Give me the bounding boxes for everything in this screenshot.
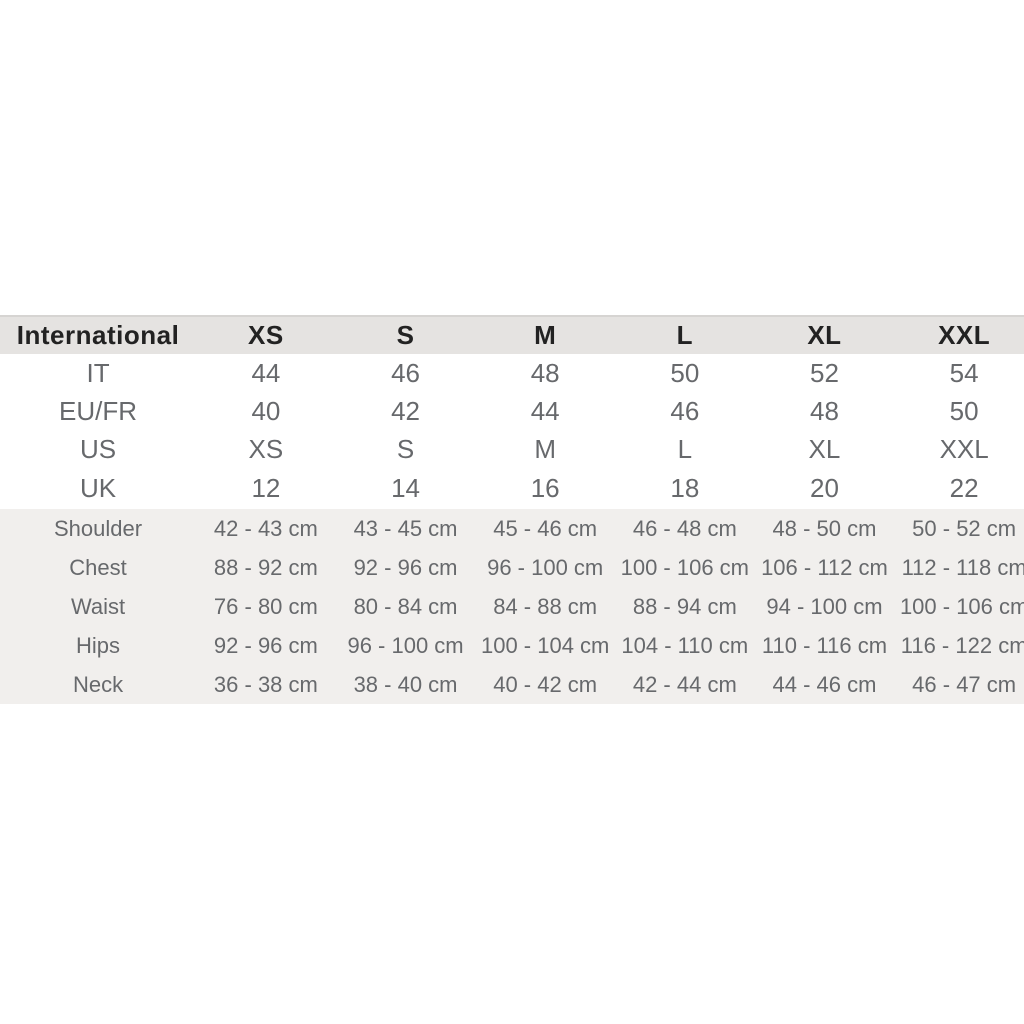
- cell: 43 - 45 cm: [353, 515, 458, 541]
- cell: 54: [949, 357, 979, 388]
- column-header-l: L: [676, 320, 694, 350]
- cell: 20: [810, 473, 839, 503]
- table-body: IT 44 46 48 50 52 54 EU/FR 40 42 44 46 4…: [0, 354, 1024, 704]
- cell: 14: [391, 473, 420, 503]
- cell: XS: [248, 433, 284, 464]
- cell: 45 - 46 cm: [493, 515, 598, 541]
- row-label: Chest: [69, 554, 127, 580]
- table-row-it: IT 44 46 48 50 52 54: [0, 354, 1024, 392]
- table-row-chest: Chest 88 - 92 cm 92 - 96 cm 96 - 100 cm …: [0, 548, 1024, 587]
- cell: 52: [810, 357, 839, 388]
- cell: 100 - 106 cm: [899, 593, 1024, 619]
- cell: 40: [251, 395, 281, 426]
- cell: 80 - 84 cm: [353, 593, 458, 619]
- cell: 46 - 48 cm: [632, 515, 737, 541]
- cell: 46: [391, 357, 420, 388]
- cell: 46: [670, 395, 700, 426]
- cell: L: [677, 433, 693, 464]
- cell: M: [534, 433, 557, 464]
- cell: XXL: [939, 433, 989, 464]
- table-row-neck: Neck 36 - 38 cm 38 - 40 cm 40 - 42 cm 42…: [0, 665, 1024, 704]
- table-row-waist: Waist 76 - 80 cm 80 - 84 cm 84 - 88 cm 8…: [0, 587, 1024, 626]
- cell: 88 - 94 cm: [632, 593, 737, 619]
- cell: 44 - 46 cm: [772, 671, 877, 697]
- cell: 44: [530, 395, 560, 426]
- table-header: International XS S M L XL XXL: [0, 316, 1024, 354]
- cell: 50 - 52 cm: [912, 515, 1017, 541]
- row-label: IT: [86, 357, 110, 388]
- cell: 12: [251, 473, 281, 503]
- cell: XL: [808, 433, 841, 464]
- cell: 42 - 43 cm: [213, 515, 318, 541]
- row-label: UK: [79, 473, 117, 503]
- cell: 110 - 116 cm: [761, 632, 888, 658]
- table-row-eu-fr: EU/FR 40 42 44 46 48 50: [0, 392, 1024, 430]
- cell: 18: [670, 473, 700, 503]
- size-conversion-table: International XS S M L XL XXL IT 44 46 4…: [0, 315, 1024, 704]
- table-row-uk: UK 12 14 16 18 20 22: [0, 468, 1024, 509]
- cell: 48: [530, 357, 560, 388]
- cell: 48 - 50 cm: [772, 515, 877, 541]
- row-label: Neck: [72, 671, 124, 697]
- column-header-s: S: [396, 320, 415, 350]
- column-header-m: M: [534, 320, 557, 350]
- row-label: Waist: [70, 593, 126, 619]
- cell: 16: [530, 473, 560, 503]
- cell: 40 - 42 cm: [493, 671, 598, 697]
- cell: 38 - 40 cm: [353, 671, 458, 697]
- cell: 76 - 80 cm: [213, 593, 318, 619]
- table-row-shoulder: Shoulder 42 - 43 cm 43 - 45 cm 45 - 46 c…: [0, 509, 1024, 548]
- cell: 22: [949, 473, 979, 503]
- row-label: EU/FR: [59, 395, 138, 426]
- cell: 116 - 122 cm: [900, 632, 1024, 658]
- cell: 106 - 112 cm: [761, 554, 888, 580]
- row-label: US: [79, 433, 117, 464]
- cell: 48: [810, 395, 839, 426]
- column-header-xs: XS: [248, 320, 284, 350]
- table-row-us: US XS S M L XL XXL: [0, 430, 1024, 468]
- cell: 112 - 118 cm: [901, 554, 1024, 580]
- cell: 36 - 38 cm: [213, 671, 318, 697]
- header-row: International XS S M L XL XXL: [0, 316, 1024, 354]
- cell: 84 - 88 cm: [493, 593, 598, 619]
- column-header-international: International: [16, 320, 180, 350]
- cell: 46 - 47 cm: [912, 671, 1017, 697]
- table-row-hips: Hips 92 - 96 cm 96 - 100 cm 100 - 104 cm…: [0, 626, 1024, 665]
- cell: 100 - 104 cm: [480, 632, 610, 658]
- cell: 42 - 44 cm: [632, 671, 737, 697]
- cell: 96 - 100 cm: [487, 554, 604, 580]
- cell: 100 - 106 cm: [620, 554, 750, 580]
- row-label: Shoulder: [54, 515, 143, 541]
- cell: 44: [251, 357, 281, 388]
- cell: 50: [949, 395, 979, 426]
- row-label: Hips: [76, 632, 121, 658]
- cell: 104 - 110 cm: [621, 632, 749, 658]
- cell: 42: [391, 395, 420, 426]
- cell: S: [396, 433, 415, 464]
- cell: 96 - 100 cm: [347, 632, 464, 658]
- cell: 94 - 100 cm: [766, 593, 883, 619]
- cell: 50: [670, 357, 700, 388]
- column-header-xl: XL: [807, 320, 842, 350]
- column-header-xxl: XXL: [938, 320, 991, 350]
- cell: 92 - 96 cm: [353, 554, 458, 580]
- cell: 88 - 92 cm: [213, 554, 318, 580]
- cell: 92 - 96 cm: [213, 632, 318, 658]
